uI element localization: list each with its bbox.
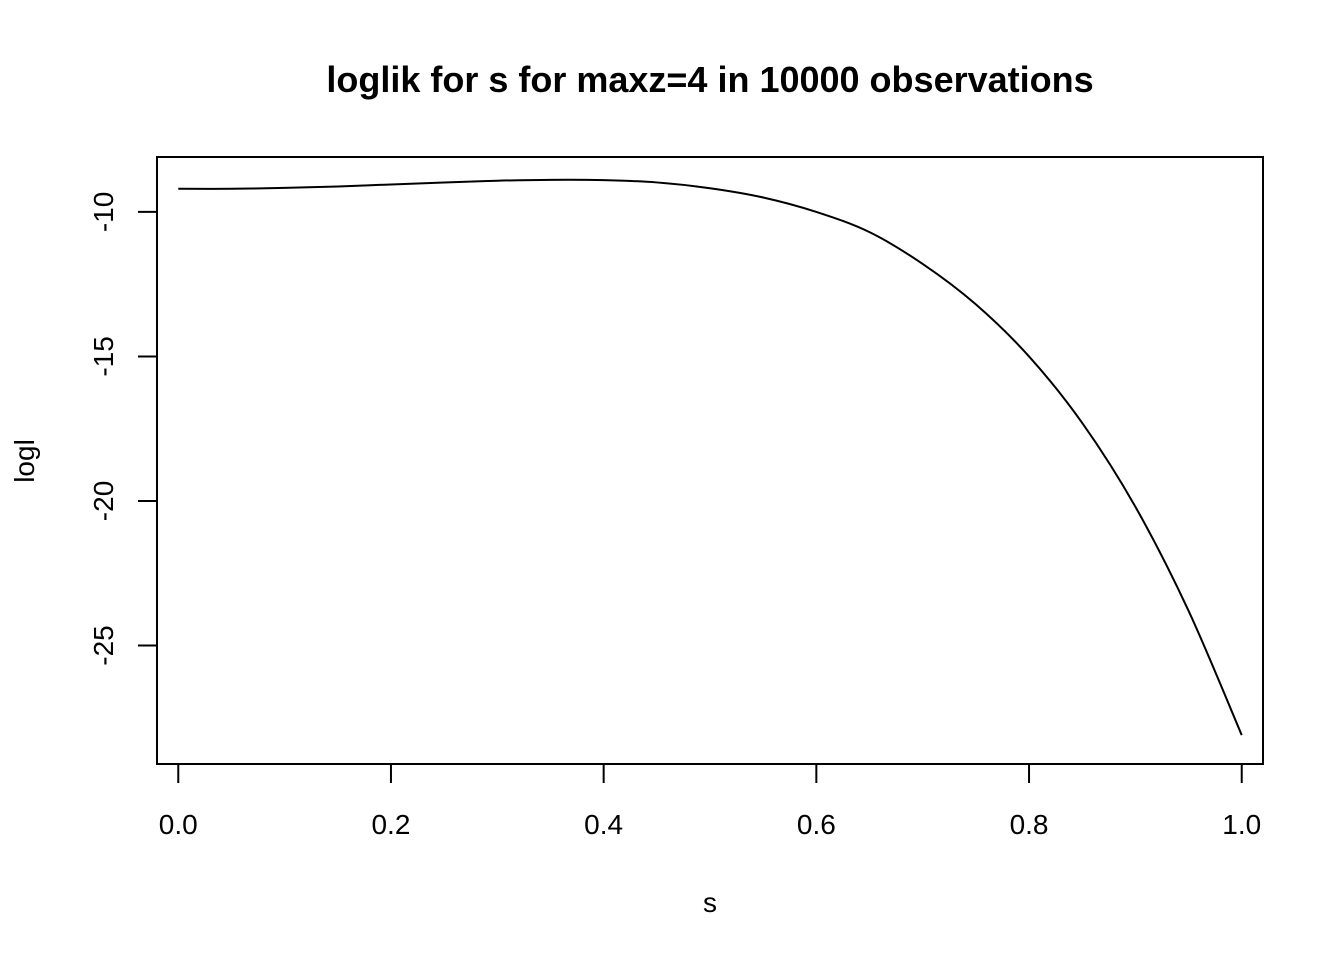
x-tick-label: 0.2 xyxy=(371,809,410,840)
x-tick-label: 1.0 xyxy=(1222,809,1261,840)
y-axis-label: logl xyxy=(9,439,40,483)
x-tick-label: 0.0 xyxy=(159,809,198,840)
y-tick-label: -10 xyxy=(88,192,119,232)
x-axis-label: s xyxy=(703,887,717,918)
y-tick-label: -20 xyxy=(88,481,119,521)
x-axis: 0.0 0.2 0.4 0.6 0.8 1.0 xyxy=(159,763,1261,840)
y-tick-label: -15 xyxy=(88,336,119,376)
x-tick-label: 0.4 xyxy=(584,809,623,840)
y-tick-label: -25 xyxy=(88,625,119,665)
series-line xyxy=(178,178,1243,736)
x-tick-label: 0.6 xyxy=(797,809,836,840)
chart-title: loglik for s for maxz=4 in 10000 observa… xyxy=(326,59,1093,100)
y-axis: -10 -15 -20 -25 xyxy=(88,192,158,666)
x-tick-label: 0.8 xyxy=(1010,809,1049,840)
plot-frame xyxy=(156,156,1264,765)
